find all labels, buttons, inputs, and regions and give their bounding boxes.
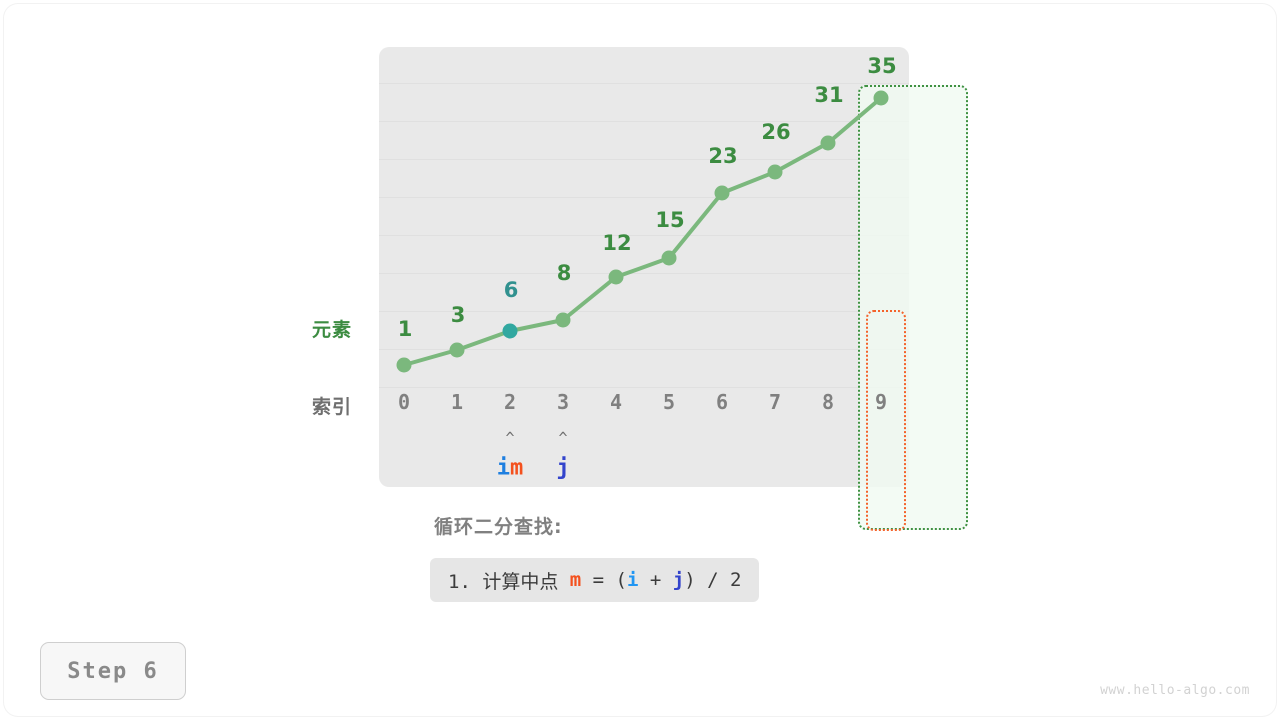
data-point [873, 90, 889, 106]
data-point [449, 342, 465, 358]
index-label: 7 [768, 390, 782, 414]
index-label: 3 [556, 390, 570, 414]
index-label: 8 [821, 390, 835, 414]
formula-i: i [626, 569, 639, 591]
formula-suffix: ) / 2 [684, 569, 742, 591]
gridline [379, 83, 909, 84]
step-badge: Step 6 [40, 642, 186, 700]
value-label-midpoint: 6 [503, 278, 519, 302]
search-range-highlight [858, 85, 968, 530]
data-point-midpoint [502, 323, 518, 339]
gridline [379, 387, 909, 388]
formula-prefix: 1. 计算中点 [448, 570, 570, 593]
index-label: 9 [874, 390, 888, 414]
chart-plot-area: 1 3 6 8 12 15 23 26 31 35 0 1 2 3 4 5 6 … [379, 47, 968, 531]
value-label: 1 [397, 317, 413, 341]
data-point [608, 269, 624, 285]
value-label: 31 [814, 83, 844, 107]
formula-plus: + [638, 569, 673, 591]
value-label: 15 [655, 208, 685, 232]
gridline [379, 159, 909, 160]
value-label: 12 [602, 231, 632, 255]
data-point [767, 164, 783, 180]
gridline [379, 121, 909, 122]
series-line [402, 96, 883, 367]
formula-j: j [672, 569, 685, 591]
data-point [661, 250, 677, 266]
index-label: 1 [450, 390, 464, 414]
caret-icon-j: ^ [558, 429, 568, 447]
value-label: 26 [761, 120, 791, 144]
watermark: www.hello-algo.com [1100, 683, 1250, 698]
gridline [379, 349, 909, 350]
value-label: 3 [450, 303, 466, 327]
formula-eq: = ( [581, 569, 627, 591]
figure-canvas: 1 3 6 8 12 15 23 26 31 35 0 1 2 3 4 5 6 … [4, 4, 1276, 716]
data-point [396, 357, 412, 373]
index-label: 6 [715, 390, 729, 414]
formula-m: m [569, 569, 582, 591]
pointer-label-j: j [556, 455, 570, 481]
formula-box: 1. 计算中点 m = (i + j) / 2 [430, 558, 760, 602]
caret-icon-im: ^ [505, 429, 515, 447]
gridline [379, 235, 909, 236]
data-point [820, 135, 836, 151]
index-label: 4 [609, 390, 623, 414]
gridline [379, 311, 909, 312]
index-label: 5 [662, 390, 676, 414]
data-point [555, 312, 571, 328]
pointer-m: m [510, 455, 524, 481]
value-label: 23 [708, 144, 738, 168]
index-label: 0 [397, 390, 411, 414]
data-point [714, 185, 730, 201]
index-label: 2 [503, 390, 517, 414]
pointer-i: i [496, 455, 510, 481]
caption-text: 循环二分查找: [434, 516, 563, 538]
axis-label-index: 索引 [312, 396, 353, 418]
pointer-label-im: im [497, 456, 524, 481]
midpoint-highlight [866, 310, 906, 531]
value-label: 8 [556, 261, 572, 285]
gridline [379, 197, 909, 198]
axis-label-element: 元素 [312, 319, 353, 341]
chart-line-svg [396, 90, 889, 373]
gridline [379, 273, 909, 274]
value-label: 35 [867, 54, 897, 78]
